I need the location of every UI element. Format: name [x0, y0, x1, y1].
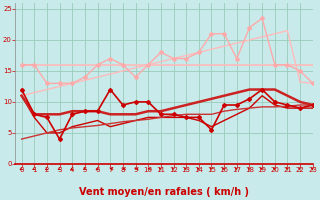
X-axis label: Vent moyen/en rafales ( km/h ): Vent moyen/en rafales ( km/h )	[79, 187, 249, 197]
